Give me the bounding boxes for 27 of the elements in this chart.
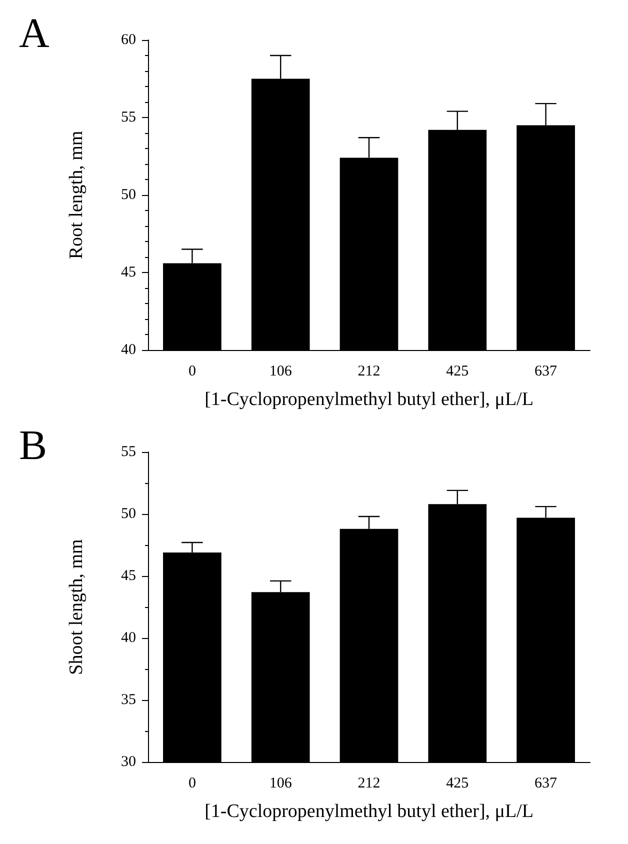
x-tick-label: 425: [446, 364, 469, 380]
y-tick-label: 55: [121, 444, 136, 460]
chart-title: A: [19, 11, 50, 57]
y-axis-title: Shoot length, mm: [66, 538, 87, 675]
x-tick-label: 425: [446, 776, 469, 792]
y-tick-label: 40: [121, 630, 136, 646]
x-axis-title: [1-Cyclopropenylmethyl butyl ether], μL/L: [204, 801, 534, 822]
y-tick-label: 45: [121, 264, 136, 280]
x-tick-label: 212: [358, 776, 380, 792]
x-tick-label: 0: [188, 776, 196, 792]
x-tick-label: 106: [269, 364, 292, 380]
y-tick-label: 60: [121, 32, 136, 48]
x-tick-label: 106: [269, 776, 292, 792]
y-tick-label: 50: [121, 187, 136, 203]
x-tick-label: 212: [358, 364, 380, 380]
y-tick-label: 50: [121, 506, 136, 522]
x-tick-label: 0: [188, 364, 196, 380]
y-tick-label: 45: [121, 568, 136, 584]
y-tick-label: 40: [121, 342, 136, 358]
x-tick-label: 637: [534, 364, 558, 380]
y-tick-label: 35: [121, 692, 136, 708]
y-axis-title: Root length, mm: [66, 130, 87, 260]
chart-title: B: [19, 423, 48, 469]
x-tick-label: 637: [534, 776, 558, 792]
x-axis-title: [1-Cyclopropenylmethyl butyl ether], μL/L: [204, 389, 534, 410]
y-tick-label: 30: [121, 754, 136, 770]
y-tick-label: 55: [121, 110, 136, 126]
